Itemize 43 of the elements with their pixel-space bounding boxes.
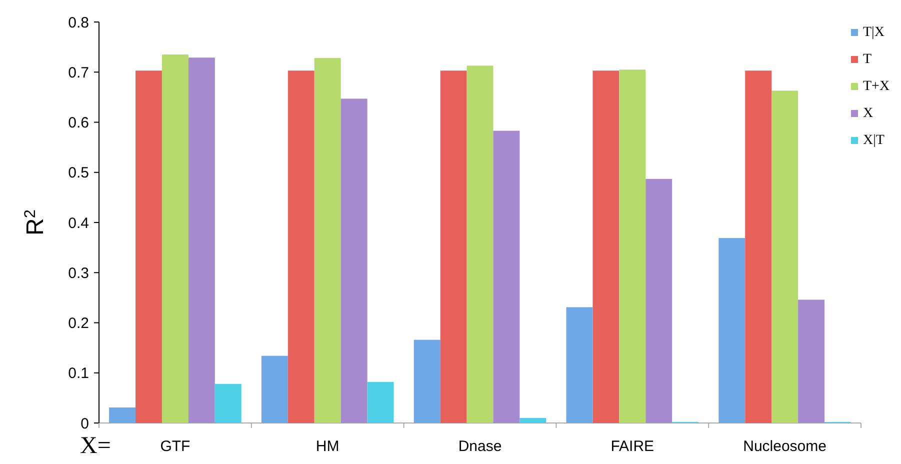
y-tick-label: 0.5 bbox=[68, 164, 89, 182]
bar bbox=[261, 356, 288, 423]
legend-label: T|X bbox=[863, 25, 884, 40]
bar bbox=[162, 54, 188, 423]
bar bbox=[493, 130, 520, 423]
bar bbox=[592, 70, 620, 423]
legend-label: T bbox=[863, 52, 872, 67]
bar bbox=[440, 70, 467, 423]
bar bbox=[109, 407, 136, 423]
y-tick-label: 0 bbox=[80, 415, 89, 432]
bar bbox=[619, 70, 646, 423]
y-tick-label: 0.4 bbox=[68, 214, 89, 232]
bar bbox=[314, 58, 341, 423]
bar bbox=[340, 98, 368, 423]
legend-label: X|T bbox=[863, 133, 885, 148]
legend-label: T+X bbox=[863, 79, 890, 94]
bar bbox=[414, 340, 440, 423]
bar bbox=[188, 58, 215, 423]
bar bbox=[520, 418, 546, 423]
legend-label: X bbox=[863, 106, 874, 121]
bar bbox=[214, 384, 242, 423]
bar bbox=[566, 307, 593, 423]
bar bbox=[718, 238, 746, 423]
bar bbox=[646, 178, 672, 423]
bar bbox=[798, 300, 824, 423]
y-tick-label: 0.6 bbox=[68, 114, 89, 132]
y-tick-label: 0.7 bbox=[68, 64, 89, 82]
bar bbox=[136, 70, 162, 423]
x-tick-label: HM bbox=[316, 438, 340, 455]
bar bbox=[772, 90, 798, 423]
y-tick-label: 0.8 bbox=[68, 14, 89, 32]
y-tick-label: 0.3 bbox=[68, 264, 89, 282]
x-tick-label: FAIRE bbox=[610, 438, 654, 455]
y-tick-label: 0.2 bbox=[68, 315, 89, 332]
x-tick-label: Dnase bbox=[458, 438, 502, 455]
x-tick-label: GTF bbox=[160, 438, 190, 455]
bar bbox=[288, 70, 314, 423]
bar bbox=[466, 66, 494, 423]
y-tick-label: 0.1 bbox=[68, 365, 89, 382]
bar bbox=[367, 382, 394, 423]
bar bbox=[745, 70, 772, 423]
text: X= bbox=[80, 433, 111, 459]
x-tick-label: Nucleosome bbox=[743, 438, 826, 455]
